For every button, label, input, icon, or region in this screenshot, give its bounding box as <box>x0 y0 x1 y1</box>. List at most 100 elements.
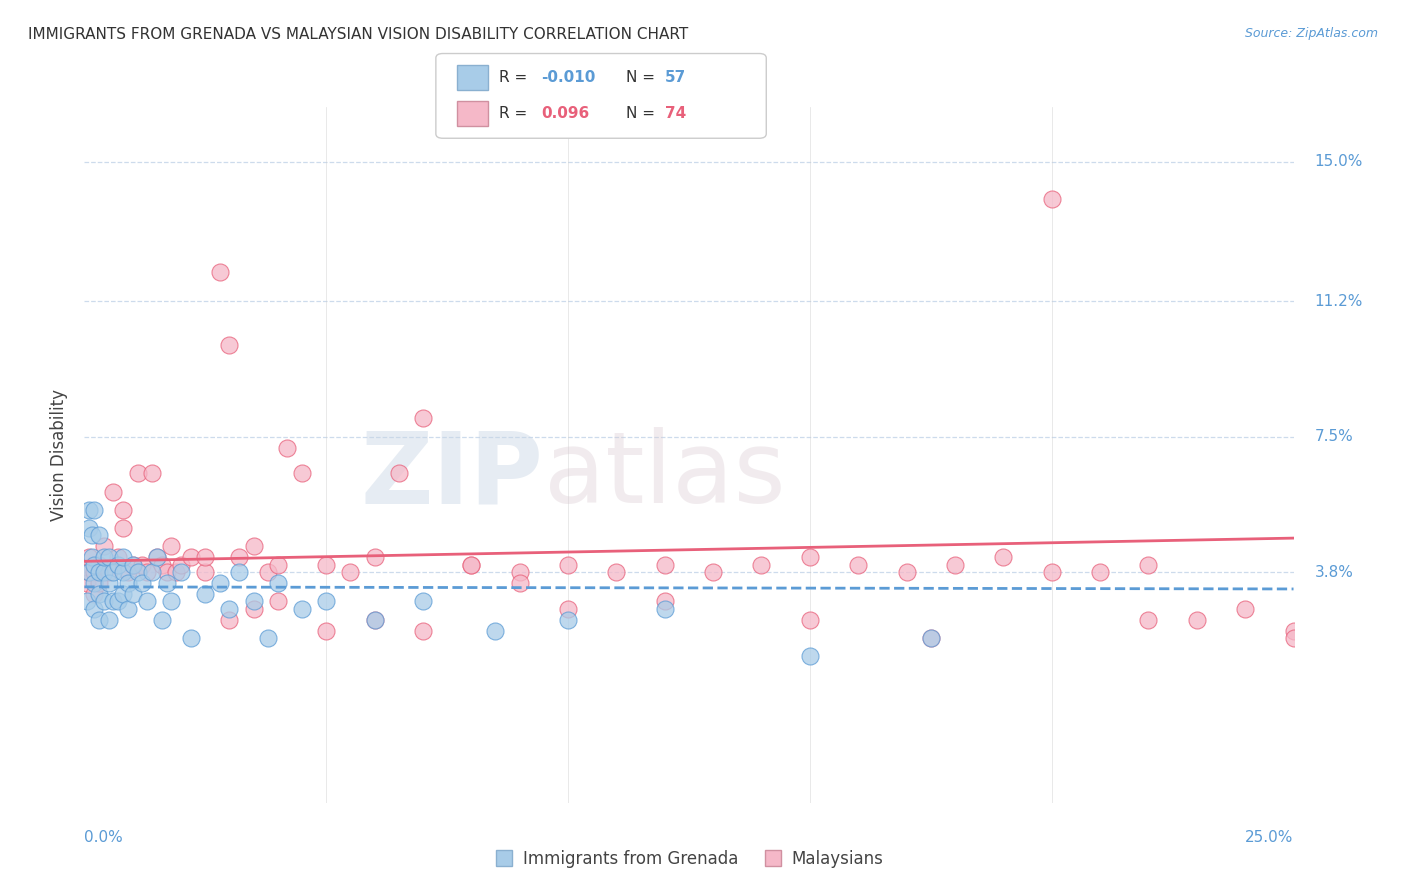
Point <box>160 594 183 608</box>
Point <box>107 558 129 572</box>
Point <box>194 587 217 601</box>
Point <box>654 558 676 572</box>
Point <box>83 576 105 591</box>
Point <box>141 565 163 579</box>
Text: 11.2%: 11.2% <box>1315 293 1362 309</box>
Point <box>155 565 177 579</box>
Point <box>112 503 135 517</box>
Point <box>1282 624 1305 638</box>
Point <box>257 631 280 645</box>
Point <box>846 558 869 572</box>
Point <box>920 631 942 645</box>
Text: 74: 74 <box>665 106 686 120</box>
Point <box>146 550 169 565</box>
Point <box>1282 631 1305 645</box>
Point <box>136 594 159 608</box>
Text: IMMIGRANTS FROM GRENADA VS MALAYSIAN VISION DISABILITY CORRELATION CHART: IMMIGRANTS FROM GRENADA VS MALAYSIAN VIS… <box>28 27 689 42</box>
Point <box>180 631 202 645</box>
Point <box>165 565 187 579</box>
Point <box>1137 558 1160 572</box>
Point <box>654 594 676 608</box>
Point <box>77 565 100 579</box>
Point <box>412 624 434 638</box>
Point <box>363 613 385 627</box>
Point <box>1234 601 1257 615</box>
Point <box>97 613 120 627</box>
Point <box>315 558 337 572</box>
Point <box>291 601 314 615</box>
Point <box>121 558 143 572</box>
Point <box>799 550 821 565</box>
Text: ZIP: ZIP <box>361 427 544 524</box>
Text: 3.8%: 3.8% <box>1315 565 1354 580</box>
Point <box>87 576 110 591</box>
Point <box>112 521 135 535</box>
Text: N =: N = <box>626 106 659 120</box>
Point <box>388 467 411 481</box>
Point <box>1088 565 1111 579</box>
Text: 15.0%: 15.0% <box>1315 154 1362 169</box>
Point <box>1137 613 1160 627</box>
Point <box>93 594 115 608</box>
Text: R =: R = <box>499 106 533 120</box>
Point <box>131 558 153 572</box>
Point <box>80 550 103 565</box>
Point <box>112 587 135 601</box>
Point <box>412 594 434 608</box>
Point <box>76 576 98 591</box>
Point <box>77 521 100 535</box>
Point <box>93 550 115 565</box>
Point <box>208 576 231 591</box>
Point <box>170 558 193 572</box>
Text: 0.0%: 0.0% <box>84 830 124 845</box>
Point <box>208 265 231 279</box>
Text: 25.0%: 25.0% <box>1246 830 1294 845</box>
Point <box>267 576 290 591</box>
Point <box>127 467 149 481</box>
Point <box>702 565 724 579</box>
Point <box>77 503 100 517</box>
Point <box>83 587 105 601</box>
Point <box>117 601 139 615</box>
Point <box>509 576 531 591</box>
Point <box>460 558 482 572</box>
Point <box>751 558 773 572</box>
Point <box>1185 613 1208 627</box>
Point <box>87 565 110 579</box>
Point <box>799 613 821 627</box>
Point <box>127 565 149 579</box>
Point <box>80 528 103 542</box>
Point <box>97 576 120 591</box>
Point <box>1040 565 1063 579</box>
Point <box>557 613 579 627</box>
Text: 57: 57 <box>665 70 686 85</box>
Point <box>155 576 177 591</box>
Point <box>83 558 105 572</box>
Text: 7.5%: 7.5% <box>1315 429 1354 444</box>
Point <box>103 484 125 499</box>
Point <box>121 587 143 601</box>
Point <box>228 565 250 579</box>
Point <box>218 613 240 627</box>
Point <box>97 550 120 565</box>
Point <box>228 550 250 565</box>
Text: R =: R = <box>499 70 533 85</box>
Point <box>150 613 173 627</box>
Point <box>194 550 217 565</box>
Point <box>87 528 110 542</box>
Point <box>83 601 105 615</box>
Point <box>87 587 110 601</box>
Point <box>242 594 264 608</box>
Point <box>242 601 264 615</box>
Point <box>146 550 169 565</box>
Point <box>799 649 821 664</box>
Text: 0.096: 0.096 <box>541 106 589 120</box>
Point <box>112 550 135 565</box>
Point <box>460 558 482 572</box>
Point <box>87 613 110 627</box>
Point <box>107 594 129 608</box>
Point <box>242 540 264 554</box>
Text: -0.010: -0.010 <box>541 70 596 85</box>
Point <box>267 594 290 608</box>
Point <box>87 558 110 572</box>
